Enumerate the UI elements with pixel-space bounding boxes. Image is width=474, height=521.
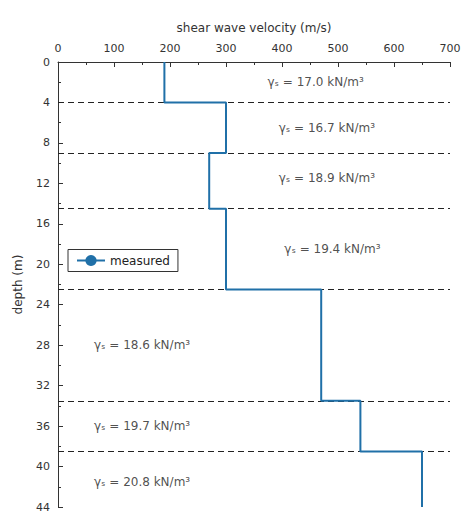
svg-text:16: 16 [36, 217, 50, 230]
svg-text:28: 28 [36, 339, 50, 352]
svg-text:measured: measured [110, 254, 170, 268]
svg-text:γₛ = 16.7 kN/m³: γₛ = 16.7 kN/m³ [279, 121, 375, 135]
svg-text:600: 600 [384, 42, 405, 55]
svg-text:200: 200 [160, 42, 181, 55]
svg-text:20: 20 [36, 258, 50, 271]
svg-text:700: 700 [440, 42, 461, 55]
svg-text:γₛ = 17.0 kN/m³: γₛ = 17.0 kN/m³ [267, 75, 363, 89]
svg-text:γₛ = 18.9 kN/m³: γₛ = 18.9 kN/m³ [279, 171, 375, 185]
svg-text:γₛ = 20.8 kN/m³: γₛ = 20.8 kN/m³ [94, 475, 190, 489]
svg-text:depth (m): depth (m) [11, 255, 25, 315]
svg-text:100: 100 [104, 42, 125, 55]
svg-text:0: 0 [43, 56, 50, 69]
svg-text:40: 40 [36, 460, 50, 473]
svg-text:12: 12 [36, 177, 50, 190]
svg-text:500: 500 [328, 42, 349, 55]
svg-text:4: 4 [43, 96, 50, 109]
svg-text:0: 0 [55, 42, 62, 55]
svg-text:γₛ = 18.6 kN/m³: γₛ = 18.6 kN/m³ [94, 338, 190, 352]
svg-text:32: 32 [36, 379, 50, 392]
svg-text:44: 44 [36, 501, 50, 514]
svg-text:8: 8 [43, 136, 50, 149]
svg-text:36: 36 [36, 420, 50, 433]
svg-text:shear wave velocity (m/s): shear wave velocity (m/s) [177, 21, 332, 35]
svg-text:24: 24 [36, 298, 50, 311]
svg-text:400: 400 [272, 42, 293, 55]
svg-text:γₛ = 19.4 kN/m³: γₛ = 19.4 kN/m³ [284, 242, 380, 256]
svg-text:γₛ = 19.7 kN/m³: γₛ = 19.7 kN/m³ [94, 419, 190, 433]
svg-text:300: 300 [216, 42, 237, 55]
